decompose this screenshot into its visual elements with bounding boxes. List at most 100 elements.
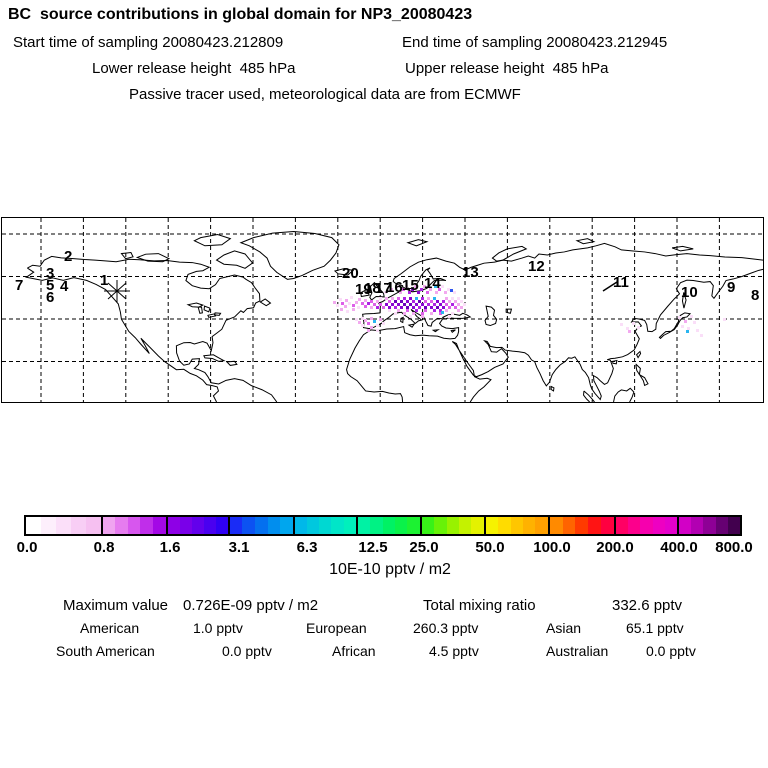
- stat-text: South American: [56, 643, 155, 659]
- marker-symbols: [104, 280, 618, 302]
- colorbar-cell: [640, 517, 653, 534]
- plume-cell: [370, 306, 373, 309]
- colorbar-cell: [267, 517, 281, 534]
- plume-cell: [424, 300, 427, 303]
- stat-text: 0.726E-09 pptv / m2: [183, 597, 319, 614]
- start-time-label: Start time of sampling 20080423.212809: [13, 34, 284, 51]
- plume-cell: [434, 285, 437, 288]
- plume-cell: [620, 323, 623, 326]
- plume-cell: [358, 321, 361, 324]
- coastlines: [2, 218, 763, 402]
- plume-cell: [445, 297, 448, 300]
- colorbar-cell: [588, 517, 602, 534]
- plume-cell: [376, 300, 379, 303]
- trajectory-marker-7: 7: [15, 277, 24, 294]
- plume-cell: [406, 306, 409, 309]
- colorbar: [24, 515, 742, 536]
- colorbar-cell: [370, 517, 383, 534]
- plume-cell: [402, 288, 405, 291]
- plume-cell: [433, 297, 436, 300]
- plume-cell: [388, 309, 391, 312]
- colorbar-cell: [498, 517, 511, 534]
- plume-cell: [391, 303, 394, 306]
- colorbar-segment: [294, 517, 358, 534]
- colorbar-cell: [140, 517, 154, 534]
- plume-cell: [373, 303, 376, 306]
- colorbar-cell: [55, 517, 71, 534]
- colorbar-cell: [395, 517, 408, 534]
- plume-cell: [403, 312, 406, 315]
- trajectory-marker-6: 6: [46, 289, 55, 306]
- plume-cell: [412, 300, 415, 303]
- plume-cell: [361, 317, 364, 320]
- plume-cell: [346, 310, 349, 313]
- plume-cell: [632, 322, 635, 325]
- colorbar-cell: [446, 517, 460, 534]
- plume-cell: [370, 326, 373, 329]
- plume-cell: [430, 300, 433, 303]
- colorbar-cell: [254, 517, 268, 534]
- colorbar-cell: [343, 517, 356, 534]
- stat-text: European: [306, 620, 367, 636]
- plume-cell: [405, 285, 408, 288]
- plume-cell: [384, 291, 387, 294]
- plume-cell: [447, 288, 450, 291]
- colorbar-cell: [191, 517, 204, 534]
- plume-cell: [408, 291, 411, 294]
- colorbar-cell: [179, 517, 192, 534]
- plume-cell: [438, 288, 441, 291]
- colorbar-cell: [664, 517, 677, 534]
- plume-cell: [352, 304, 355, 307]
- colorbar-tick-label: 6.3: [296, 539, 318, 556]
- plume-cell: [693, 321, 696, 324]
- plume-cell: [364, 319, 367, 322]
- page-title: BC source contributions in global domain…: [8, 6, 473, 23]
- plume-cell: [418, 306, 421, 309]
- colorbar-cell: [70, 517, 86, 534]
- colorbar-tick-label: 1.6: [159, 539, 181, 556]
- plume-cell: [450, 289, 453, 292]
- colorbar-cell: [523, 517, 536, 534]
- colorbar-cell: [115, 517, 128, 534]
- plume-cell: [418, 300, 421, 303]
- colorbar-cell: [485, 517, 499, 534]
- plume-cell: [700, 334, 703, 337]
- trajectory-marker-9: 9: [727, 279, 736, 296]
- plume-cell: [463, 303, 466, 306]
- plume-cell: [400, 306, 403, 309]
- plume-cell: [411, 288, 414, 291]
- plume-cell: [423, 285, 426, 288]
- plume-cell: [696, 329, 699, 332]
- colorbar-tick-label: 50.0: [475, 539, 505, 556]
- colorbar-cell: [471, 517, 484, 534]
- colorbar-segment: [549, 517, 616, 534]
- plume-cell: [352, 308, 355, 311]
- plume-cell: [628, 330, 631, 333]
- plume-cell: [442, 300, 445, 303]
- plume-cell: [412, 312, 415, 315]
- colorbar-cell: [575, 517, 589, 534]
- plume-cell: [397, 303, 400, 306]
- plume-cell: [451, 312, 454, 315]
- colorbar-cell: [535, 517, 548, 534]
- plume-cell: [379, 318, 382, 321]
- trajectory-marker-2: 2: [64, 248, 73, 265]
- colorbar-cell: [691, 517, 704, 534]
- world-map: 1 2 3 4 5 6 7 8 9 10 11 12 13 14 15 16 17 18 19 20: [1, 217, 764, 403]
- stat-text: 4.5 pptv: [429, 643, 479, 659]
- colorbar-cell: [727, 517, 741, 534]
- plume-cell: [420, 288, 423, 291]
- trajectory-marker-12: 12: [528, 258, 545, 275]
- stat-text: 0.0 pptv: [222, 643, 272, 659]
- plume-cell: [445, 309, 448, 312]
- plume-cell: [457, 297, 460, 300]
- colorbar-segment: [421, 517, 486, 534]
- plume-cell: [403, 297, 406, 300]
- colorbar-cell: [459, 517, 472, 534]
- plume-cell: [444, 291, 447, 294]
- colorbar-cell: [434, 517, 447, 534]
- plume-cell: [364, 299, 367, 302]
- plume-cell: [433, 303, 436, 306]
- plume-cell: [457, 303, 460, 306]
